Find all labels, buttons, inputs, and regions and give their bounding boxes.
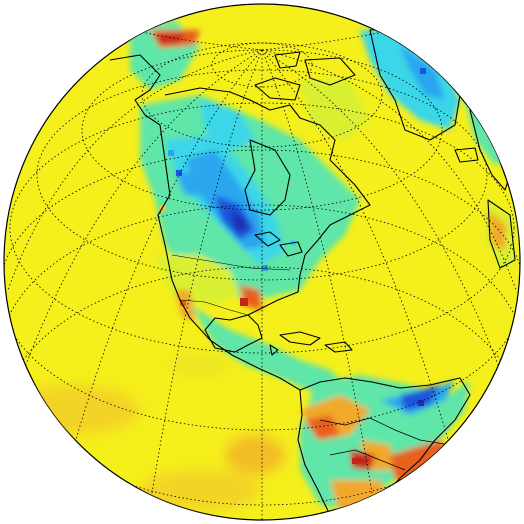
coastlines <box>109 27 516 520</box>
graticule <box>4 24 520 520</box>
